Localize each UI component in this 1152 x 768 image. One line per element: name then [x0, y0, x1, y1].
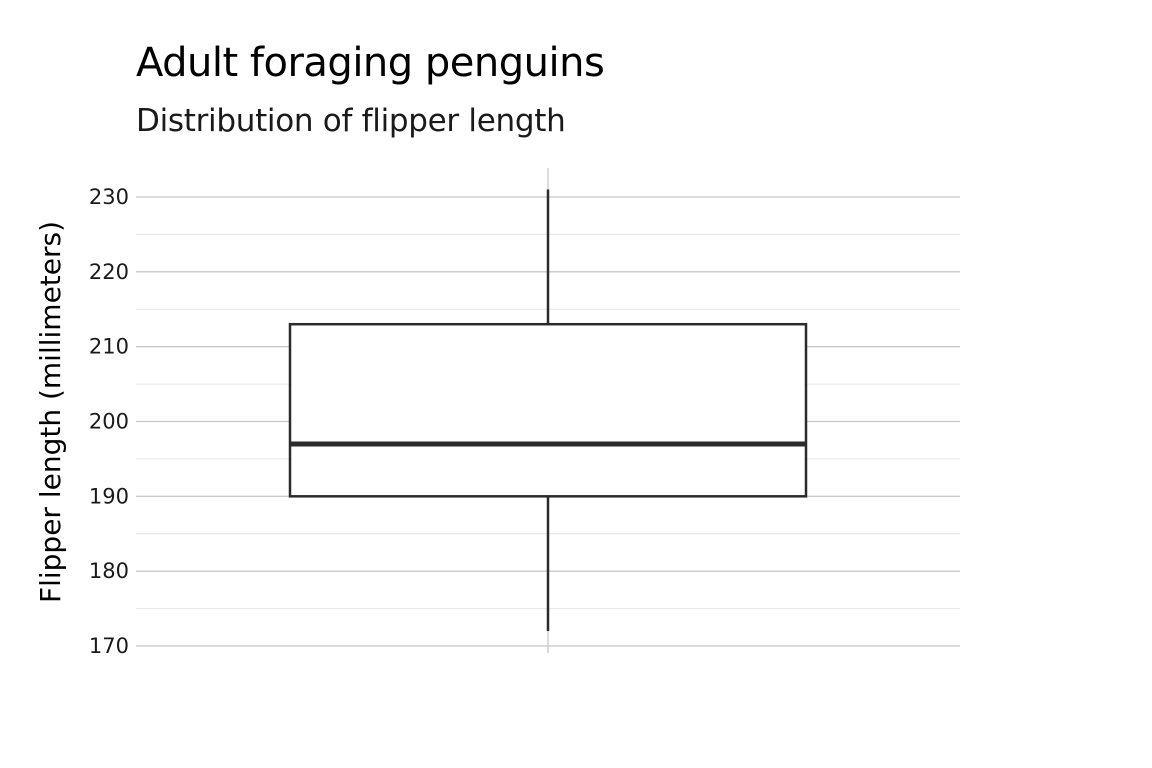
y-tick-label-190: 190: [89, 484, 129, 508]
chart-title: Adult foraging penguins: [136, 40, 605, 86]
y-tick-label-210: 210: [89, 335, 129, 359]
chart-subtitle: Distribution of flipper length: [136, 103, 566, 139]
y-tick-label-200: 200: [89, 410, 129, 434]
box-iqr: [288, 322, 808, 498]
boxplot: [288, 189, 808, 632]
y-axis-title: Flipper length (millimeters): [34, 221, 67, 603]
y-tick-label-220: 220: [89, 260, 129, 284]
y-tick-label-180: 180: [89, 559, 129, 583]
y-tick-label-230: 230: [89, 185, 129, 209]
y-tick-labels: 170 180 190 200 210 220 230: [89, 185, 129, 658]
y-tick-label-170: 170: [89, 634, 129, 658]
